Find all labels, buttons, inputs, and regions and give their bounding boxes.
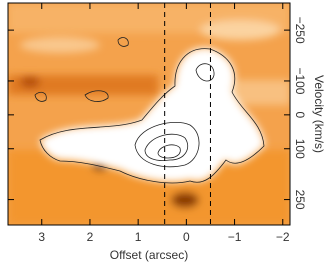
y-tick-label: 100 [293,139,307,159]
y-tick-label: 0 [293,112,307,119]
y-tick-label: −100 [293,67,307,94]
x-tick-label: 2 [87,230,94,244]
plot-frame [7,2,291,226]
x-tick-label: −1 [228,230,242,244]
intensity-map [8,3,290,225]
y-tick-label: 250 [293,190,307,210]
x-axis-label: Offset (arcsec) [110,248,188,262]
x-tick-label: 1 [135,230,142,244]
y-tick-label: −250 [293,17,307,44]
x-tick-label: 0 [183,230,190,244]
x-tick-label: −2 [276,230,290,244]
x-tick-label: 3 [38,230,45,244]
y-axis-label: Velocity (km/s) [312,75,326,153]
